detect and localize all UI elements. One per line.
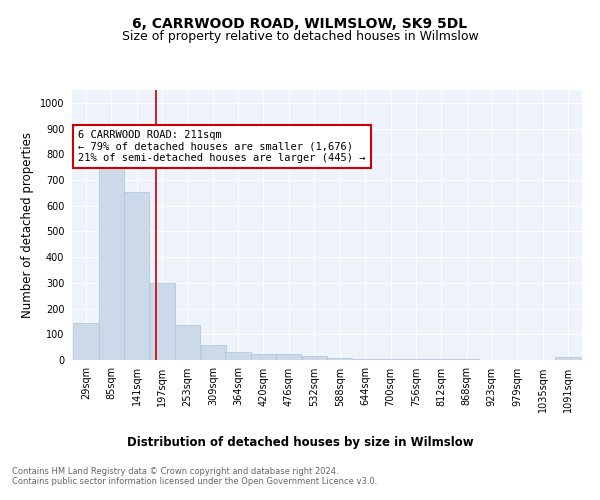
Bar bbox=[429, 358, 454, 360]
Bar bbox=[353, 358, 378, 360]
Bar bbox=[175, 324, 200, 360]
Bar bbox=[403, 358, 428, 360]
Bar bbox=[200, 346, 226, 360]
Bar bbox=[378, 358, 403, 360]
Text: Distribution of detached houses by size in Wilmslow: Distribution of detached houses by size … bbox=[127, 436, 473, 449]
Bar bbox=[327, 358, 352, 360]
Text: Contains public sector information licensed under the Open Government Licence v3: Contains public sector information licen… bbox=[12, 478, 377, 486]
Bar bbox=[251, 354, 276, 360]
Bar bbox=[556, 358, 581, 360]
Bar bbox=[150, 283, 175, 360]
Bar bbox=[454, 358, 479, 360]
Bar bbox=[99, 160, 124, 360]
Text: 6 CARRWOOD ROAD: 211sqm
← 79% of detached houses are smaller (1,676)
21% of semi: 6 CARRWOOD ROAD: 211sqm ← 79% of detache… bbox=[79, 130, 366, 163]
Text: Size of property relative to detached houses in Wilmslow: Size of property relative to detached ho… bbox=[122, 30, 478, 43]
Bar bbox=[226, 352, 251, 360]
Text: 6, CARRWOOD ROAD, WILMSLOW, SK9 5DL: 6, CARRWOOD ROAD, WILMSLOW, SK9 5DL bbox=[133, 18, 467, 32]
Bar bbox=[276, 354, 301, 360]
Bar bbox=[73, 323, 98, 360]
Bar bbox=[124, 192, 149, 360]
Y-axis label: Number of detached properties: Number of detached properties bbox=[22, 132, 34, 318]
Bar bbox=[302, 356, 327, 360]
Text: Contains HM Land Registry data © Crown copyright and database right 2024.: Contains HM Land Registry data © Crown c… bbox=[12, 466, 338, 475]
